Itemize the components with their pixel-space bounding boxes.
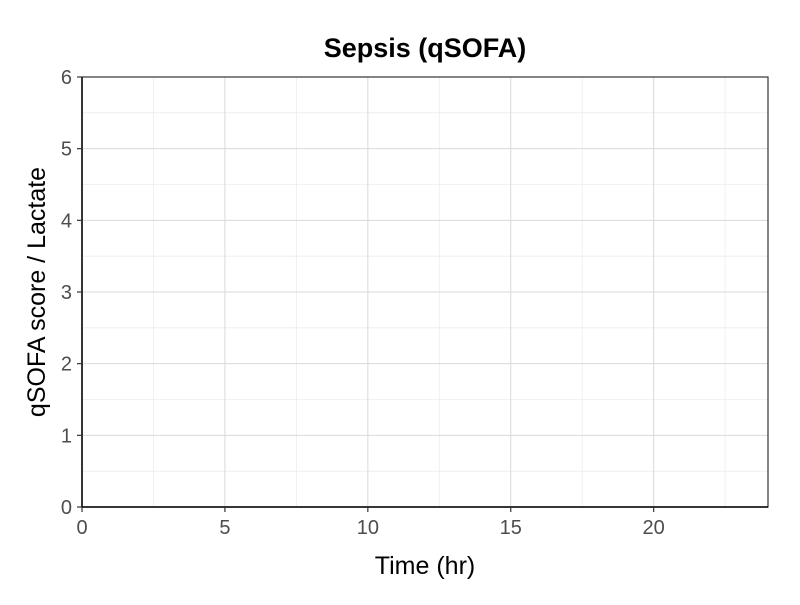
x-tick-label: 15 xyxy=(500,517,522,539)
y-tick-label: 0 xyxy=(61,497,72,519)
y-tick-label: 2 xyxy=(61,354,72,376)
x-tick-label: 0 xyxy=(76,517,87,539)
major-gridlines xyxy=(81,76,768,508)
x-tick-label: 10 xyxy=(357,517,379,539)
y-tick-label: 1 xyxy=(61,425,72,447)
chart-title: Sepsis (qSOFA) xyxy=(324,33,527,63)
y-tick-label: 3 xyxy=(61,282,72,304)
x-tick-label: 5 xyxy=(219,517,230,539)
y-tick-label: 6 xyxy=(61,67,72,89)
y-tick-label: 5 xyxy=(61,139,72,161)
x-axis-label: Time (hr) xyxy=(375,552,475,580)
y-axis-label: qSOFA score / Lactate xyxy=(23,167,51,417)
x-axis-ticks: 0 5 10 15 20 xyxy=(76,507,665,539)
y-tick-label: 4 xyxy=(61,210,72,232)
x-tick-label: 20 xyxy=(643,517,665,539)
y-axis-ticks: 0 1 2 3 4 5 6 xyxy=(61,67,82,519)
